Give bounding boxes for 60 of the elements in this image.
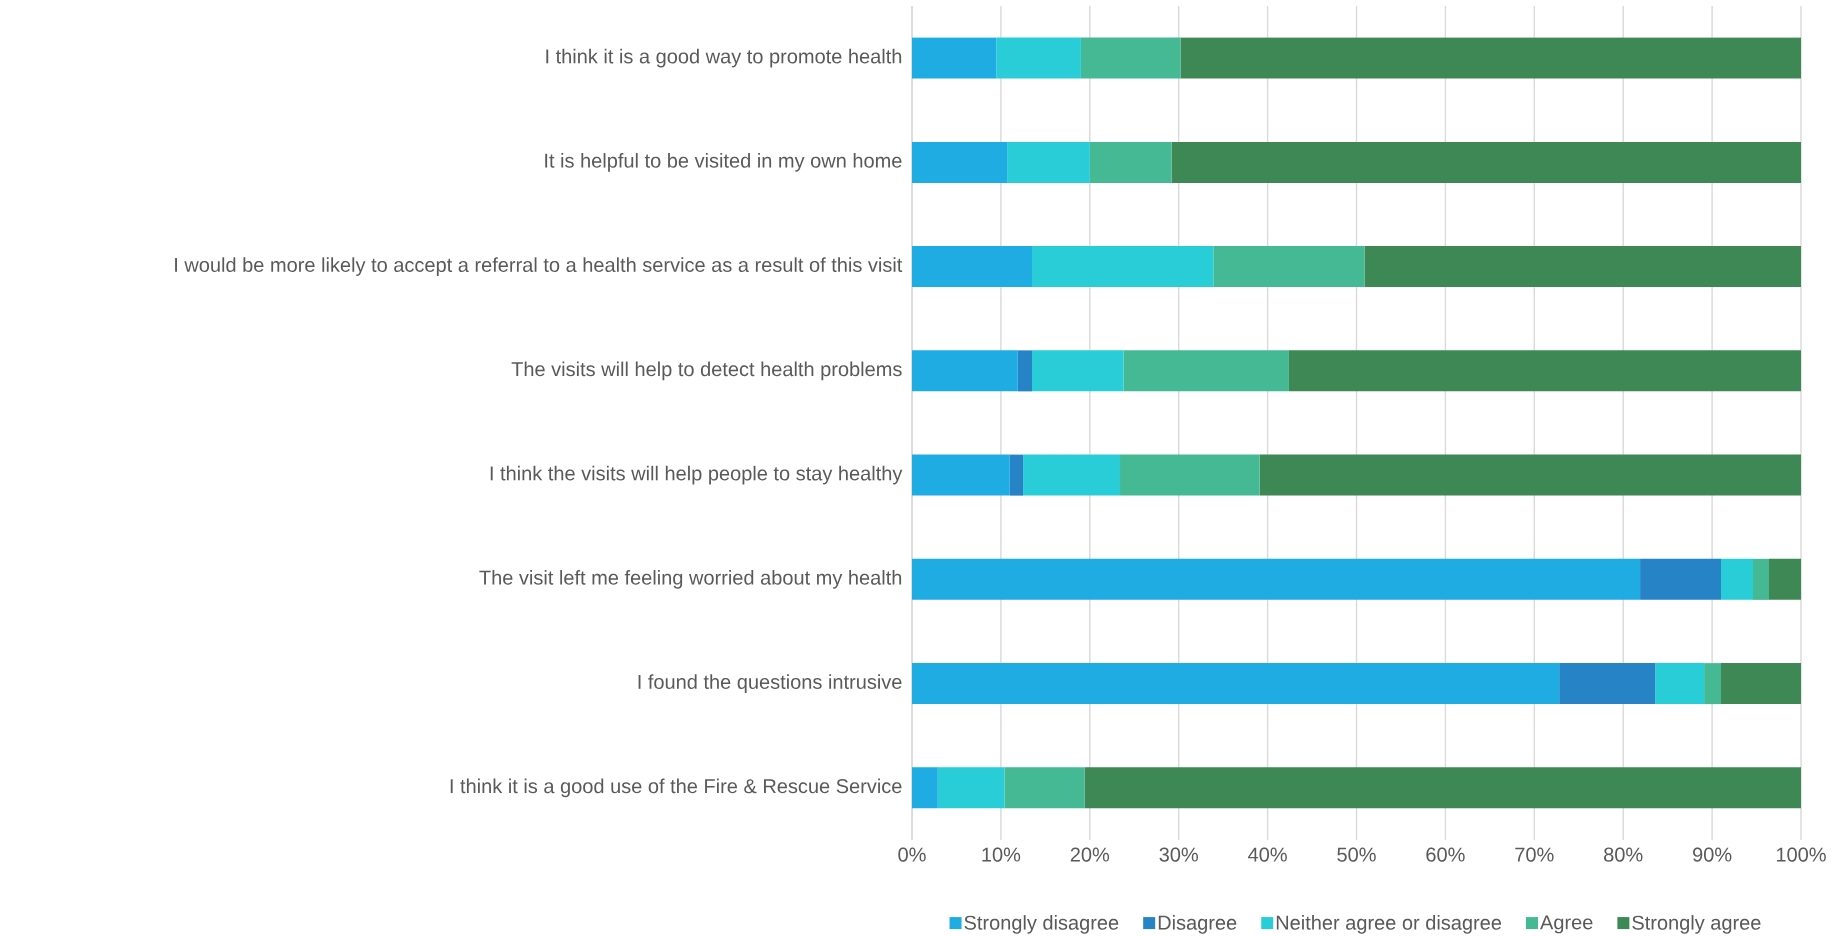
bar [1023, 454, 1121, 496]
bar [912, 767, 938, 809]
x-tick-label: 30% [1159, 847, 1198, 862]
x-tick-label: 40% [1248, 847, 1287, 862]
x-tick-label: 10% [982, 847, 1021, 862]
bar [1288, 350, 1801, 392]
bar [1017, 350, 1033, 392]
y-tick-label: It is helpful to be visited in my own home [545, 153, 902, 172]
x-tick-label: 100% [1776, 847, 1826, 862]
legend-label: Neither agree or disagree [1276, 915, 1502, 934]
bar [1009, 454, 1024, 496]
bar [1089, 141, 1172, 183]
x-tick-label: 20% [1070, 847, 1110, 862]
bar [1655, 663, 1705, 705]
bar [1080, 37, 1181, 79]
bar [1120, 454, 1260, 496]
bar [1704, 663, 1721, 705]
bar [1180, 37, 1801, 79]
y-tick-label: The visit left me feeling worried about my health [479, 570, 902, 589]
bar [912, 663, 1560, 705]
x-tick-label: 60% [1426, 847, 1465, 862]
bar [1720, 663, 1801, 705]
bar [1364, 246, 1801, 288]
legend-label: Agree [1540, 915, 1593, 934]
bar [912, 246, 1033, 288]
bar [1007, 141, 1090, 183]
bar [1032, 350, 1124, 392]
y-tick-label: The visits will help to detect health problems [511, 361, 902, 381]
x-tick-label: 0% [898, 847, 926, 862]
bar [1032, 246, 1214, 288]
x-tick-label: 50% [1337, 847, 1376, 862]
x-tick-label: 90% [1693, 847, 1732, 862]
legend-label: Disagree [1158, 915, 1237, 934]
legend-label: Strongly agree [1632, 915, 1761, 934]
y-tick-label: I would be more likely to accept a referral to a health service as a result of this visit [175, 257, 903, 276]
bar [912, 141, 1008, 183]
bar [1752, 558, 1769, 600]
bar [912, 558, 1641, 600]
x-tick-label: 80% [1604, 847, 1643, 862]
legend-label: Strongly disagree [964, 915, 1119, 934]
bar [1213, 246, 1365, 288]
bar [1559, 663, 1656, 705]
bar [937, 767, 1005, 809]
bar [996, 37, 1081, 79]
bar [912, 454, 1010, 496]
x-tick-label: 70% [1515, 847, 1554, 862]
bar [912, 350, 1018, 392]
bar [1123, 350, 1289, 392]
bar [1769, 558, 1801, 600]
y-tick-label: I think it is a good use of the Fire & Rescue Service [450, 778, 902, 798]
bar [1004, 767, 1085, 809]
y-tick-label: I think the visits will help people to stay healthy [490, 465, 903, 485]
bar [1259, 454, 1801, 496]
bar [1720, 558, 1753, 600]
bar [1084, 767, 1801, 809]
bar [1640, 558, 1721, 600]
y-tick-label: I think it is a good way to promote health [546, 48, 902, 68]
bar [912, 37, 997, 79]
bar [1171, 141, 1801, 183]
y-tick-label: I found the questions intrusive [638, 674, 902, 693]
